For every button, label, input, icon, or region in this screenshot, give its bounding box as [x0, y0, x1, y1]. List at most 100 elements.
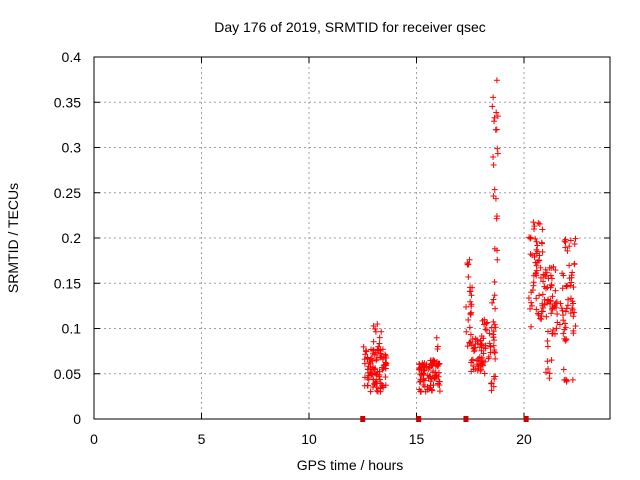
data-point	[468, 368, 475, 375]
data-point	[489, 299, 496, 306]
data-point	[565, 296, 572, 303]
data-point	[376, 340, 383, 347]
data-point	[490, 383, 497, 390]
data-point	[533, 306, 540, 313]
data-point	[560, 366, 567, 373]
data-point	[535, 310, 542, 317]
data-point	[548, 275, 555, 282]
data-point	[469, 335, 476, 342]
y-tick-label: 0.2	[62, 230, 82, 246]
data-point	[561, 335, 568, 342]
data-point	[566, 262, 573, 269]
data-point	[491, 278, 498, 285]
data-point	[530, 282, 537, 289]
data-point	[373, 356, 380, 363]
data-point	[469, 356, 476, 363]
data-point	[491, 118, 498, 125]
data-point	[490, 342, 497, 349]
data-point	[570, 330, 577, 337]
data-point	[468, 292, 475, 299]
data-point	[544, 300, 551, 307]
data-point	[483, 320, 490, 327]
data-point	[416, 366, 423, 373]
data-point	[493, 77, 500, 84]
y-tick-label: 0.3	[62, 140, 82, 156]
data-point	[365, 366, 372, 373]
gap-markers	[360, 416, 529, 422]
data-point	[535, 220, 542, 227]
y-tick-label: 0.35	[54, 94, 81, 110]
data-point	[538, 313, 545, 320]
data-point	[465, 316, 472, 323]
data-point	[488, 380, 495, 387]
data-point	[484, 319, 491, 326]
data-point	[553, 325, 560, 332]
data-point	[544, 284, 551, 291]
data-point	[490, 153, 497, 160]
data-point	[362, 351, 369, 358]
data-point	[563, 305, 570, 312]
data-point	[371, 366, 378, 373]
data-point	[530, 272, 537, 279]
data-point	[490, 192, 497, 199]
gap-marker	[360, 416, 366, 422]
x-tick-label: 5	[198, 431, 206, 447]
data-point	[467, 284, 474, 291]
data-point	[485, 353, 492, 360]
data-point	[569, 269, 576, 276]
data-point	[493, 215, 500, 222]
data-point	[568, 279, 575, 286]
data-point	[552, 267, 559, 274]
data-point	[418, 363, 425, 370]
data-point	[361, 360, 368, 367]
x-tick-label: 15	[409, 431, 425, 447]
data-point	[479, 317, 486, 324]
data-point	[490, 328, 497, 335]
data-point	[427, 357, 434, 364]
data-point	[416, 378, 423, 385]
data-point	[547, 272, 554, 279]
data-point	[487, 343, 494, 350]
data-point	[557, 300, 564, 307]
data-point	[490, 318, 497, 325]
data-point	[368, 346, 375, 353]
data-point	[530, 219, 537, 226]
data-point	[489, 103, 496, 110]
x-tick-label: 20	[516, 431, 532, 447]
gap-marker	[523, 416, 529, 422]
data-point	[494, 256, 501, 263]
data-point	[549, 293, 556, 300]
data-point	[556, 321, 563, 328]
data-point	[436, 382, 443, 389]
data-point	[376, 376, 383, 383]
data-point	[490, 94, 497, 101]
data-point	[426, 386, 433, 393]
data-point	[525, 295, 532, 302]
data-point	[490, 334, 497, 341]
data-point	[540, 271, 547, 278]
data-point	[539, 302, 546, 309]
data-point	[553, 298, 560, 305]
data-point	[364, 382, 371, 389]
data-point	[540, 278, 547, 285]
data-point	[543, 313, 550, 320]
y-tick-label: 0.15	[54, 275, 81, 291]
data-point	[543, 269, 550, 276]
gap-marker	[463, 416, 469, 422]
data-point	[543, 369, 550, 376]
data-point	[419, 360, 426, 367]
data-point	[372, 325, 379, 332]
data-point	[361, 374, 368, 381]
data-point	[563, 377, 570, 384]
data-point	[492, 355, 499, 362]
data-point	[491, 348, 498, 355]
data-point	[488, 387, 495, 394]
data-point	[368, 355, 375, 362]
data-point	[425, 375, 432, 382]
data-point	[363, 348, 370, 355]
data-point	[548, 357, 555, 364]
data-point	[567, 282, 574, 289]
data-point	[567, 310, 574, 317]
data-point	[544, 328, 551, 335]
data-point	[375, 343, 382, 350]
